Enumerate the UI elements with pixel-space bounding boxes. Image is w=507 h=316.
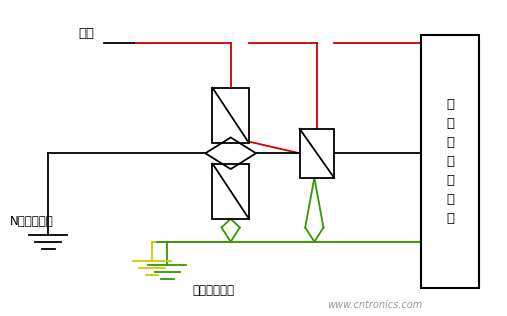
Text: 火线: 火线 xyxy=(79,27,95,40)
Text: www.cntronics.com: www.cntronics.com xyxy=(327,300,422,310)
Text: N极重复接地: N极重复接地 xyxy=(10,215,54,228)
Bar xyxy=(421,35,479,288)
Bar xyxy=(212,88,249,143)
Text: 重
要
的
终
端
设
备: 重 要 的 终 端 设 备 xyxy=(446,98,454,225)
Bar xyxy=(212,164,249,219)
Text: 机房设备地线: 机房设备地线 xyxy=(193,284,235,297)
Bar xyxy=(300,129,334,178)
